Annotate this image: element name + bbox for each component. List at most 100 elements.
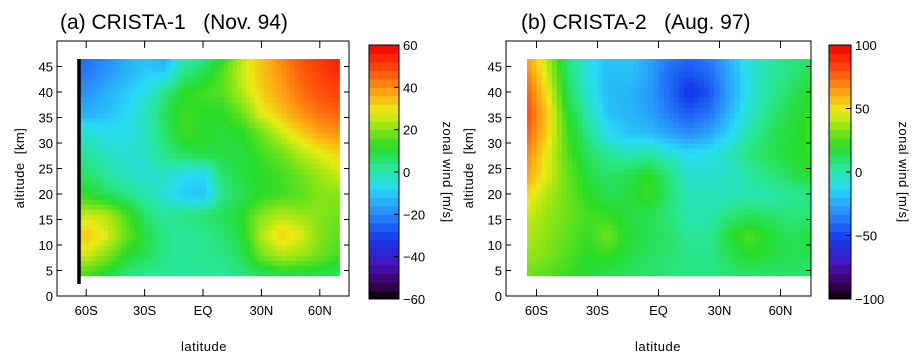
panel-b-contour-cell [592, 204, 599, 210]
panel-a-contour-cell [277, 127, 283, 134]
panel-b-contour-cell [622, 117, 629, 124]
panel-b-contour-cell [511, 148, 517, 154]
panel-b-contour-cell [653, 209, 660, 215]
panel-a-contour-cell [210, 86, 216, 93]
panel-b-contour-cell [541, 234, 548, 241]
panel-b-contour-cell [709, 153, 716, 159]
panel-a-contour-cell [81, 137, 87, 144]
panel-a-contour-cell [321, 168, 327, 175]
panel-b-contour-cell [653, 204, 660, 210]
panel-a-contour-cell [272, 117, 278, 124]
panel-a-contour-cell [81, 153, 87, 159]
panel-a-contour-cell [125, 122, 131, 129]
panel-b-contour-cell [658, 209, 665, 215]
panel-a-contour-cell [188, 270, 194, 277]
panel-b-contour-cell [511, 179, 517, 185]
panel-a-contour-cell [170, 102, 176, 108]
panel-a-contour-cell [183, 204, 189, 210]
panel-a-contour-cell [117, 137, 123, 144]
panel-b-contour-cell [622, 245, 629, 251]
panel-b-contour-cell [805, 132, 811, 139]
panel-a-contour-cell [188, 239, 194, 246]
panel-b-contour-cell [602, 194, 609, 200]
panel-b-contour-cell [607, 194, 614, 200]
panel-a-contour-cell [299, 194, 305, 200]
panel-a-contour-cell [219, 41, 224, 47]
panel-b-contour-cell [653, 107, 660, 113]
panel-b-contour-cell [551, 265, 558, 272]
panel-b-contour-cell [760, 117, 766, 124]
panel-a-contour-cell [94, 127, 100, 134]
panel-b-contour-cell [653, 173, 660, 180]
panel-a-contour-cell [201, 219, 207, 226]
panel-a-contour-cell [135, 46, 140, 52]
panel-b-contour-cell [561, 209, 568, 215]
panel-b-contour-cell [567, 260, 573, 266]
panel-b-contour-cell [572, 178, 578, 185]
panel-a-contour-cell [330, 76, 336, 83]
panel-a-contour-cell [254, 214, 260, 221]
panel-b-contour-cell [719, 168, 726, 175]
panel-a-contour-cell [232, 137, 238, 144]
panel-b-contour-cell [709, 250, 716, 256]
panel-b-contour-cell [521, 250, 527, 256]
panel-a-contour-cell [241, 224, 247, 231]
panel-a-contour-cell [285, 239, 291, 246]
panel-b-contour-cell [516, 92, 522, 98]
panel-b-contour-cell [628, 260, 634, 266]
panel-a-contour-cell [174, 148, 180, 154]
panel-a-contour-cell [197, 46, 202, 52]
panel-b-contour-cell [531, 153, 538, 159]
panel-a-contour-cell [334, 158, 340, 164]
panel-a-contour-cell [134, 59, 140, 62]
panel-a-contour-cell [139, 214, 145, 221]
panel-b-contour-cell [689, 229, 695, 236]
panel-b-contour-cell [724, 143, 731, 149]
panel-b-contour-cell [663, 97, 670, 103]
panel-b-contour-cell [577, 178, 583, 185]
panel-a-contour-cell [321, 97, 327, 103]
panel-b-contour-cell [582, 234, 588, 241]
panel-b-contour-cell [673, 153, 680, 159]
panel-a-contour-cell [197, 250, 203, 256]
panel-b-contour-cell [785, 229, 792, 236]
panel-b-contour-cell [516, 174, 522, 180]
panel-b-contour-cell [633, 168, 639, 175]
panel-a-contour-cell [157, 153, 163, 159]
panel-a-contour-cell [330, 168, 336, 175]
panel-a-contour-cell [143, 229, 149, 236]
panel-b-contour-cell [714, 153, 721, 159]
panel-b-contour-cell [744, 265, 751, 272]
panel-b-contour-cell [800, 183, 807, 190]
panel-b-contour-cell [795, 163, 802, 170]
panel-a-contour-cell [205, 214, 211, 221]
panel-b-contour-cell [699, 163, 705, 170]
panel-b-contour-cell [765, 234, 771, 241]
panel-a-contour-cell [130, 188, 136, 195]
panel-a-contour-cell [205, 204, 211, 210]
panel-a-contour-cell [81, 260, 87, 266]
panel-a-contour-cell [245, 168, 251, 175]
panel-b-contour-cell [612, 229, 619, 236]
panel-a-contour-cell [103, 59, 109, 62]
panel-b-contour-cell [689, 102, 695, 108]
panel-a-contour-cell [330, 173, 336, 180]
panel-b-contour-cell [622, 219, 629, 226]
panel-a-contour-cell [192, 168, 198, 175]
panel-b-contour-cell [612, 112, 619, 119]
panel-a-contour-cell [321, 255, 327, 261]
panel-a-contour-cell [112, 61, 118, 68]
panel-a-contour-cell [317, 81, 323, 88]
panel-a-contour-cell [214, 214, 220, 221]
panel-a-contour-cell [85, 229, 91, 236]
panel-a-contour-cell [254, 224, 260, 231]
panel-a-contour-cell [157, 194, 163, 200]
panel-b-contour-cell [511, 189, 517, 195]
panel-b-contour-cell [516, 123, 522, 129]
panel-b-contour-cell [719, 173, 726, 180]
panel-b-contour-cell [739, 153, 746, 159]
panel-a-contour-cell [165, 71, 171, 78]
panel-b-contour-cell [709, 183, 716, 190]
panel-a-contour-cell [90, 102, 96, 108]
panel-a-contour-cell [308, 137, 314, 144]
